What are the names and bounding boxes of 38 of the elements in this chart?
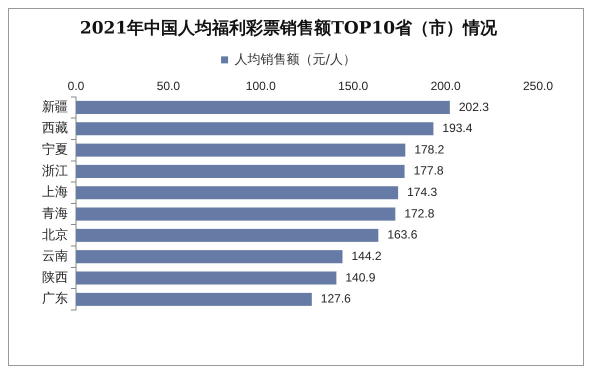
y-tick-label: 浙江 xyxy=(42,164,68,179)
x-tick-label: 100.0 xyxy=(246,78,276,93)
bar xyxy=(76,271,336,285)
x-tick-label: 50.0 xyxy=(156,78,180,93)
data-label: 193.4 xyxy=(442,121,473,136)
legend-label: 人均销售额（元/人） xyxy=(234,52,356,68)
bar xyxy=(76,144,406,157)
data-label: 172.8 xyxy=(404,206,435,220)
data-label: 140.9 xyxy=(345,270,376,284)
bar xyxy=(76,186,398,200)
y-tick-label: 青海 xyxy=(42,206,68,222)
x-tick-label: 150.0 xyxy=(338,78,369,93)
y-tick-label: 西藏 xyxy=(42,121,68,136)
chart-title: 2021年中国人均福利彩票销售额TOP10省（市）情况 xyxy=(80,18,498,39)
data-label: 144.2 xyxy=(351,249,382,264)
y-tick-label: 上海 xyxy=(42,185,68,200)
x-tick-label: 200.0 xyxy=(430,78,461,93)
y-tick-label: 北京 xyxy=(42,228,68,243)
y-tick-label: 陕西 xyxy=(42,270,68,286)
y-tick-label: 云南 xyxy=(42,249,68,264)
data-label: 127.6 xyxy=(320,292,352,306)
bar xyxy=(76,208,396,221)
data-label: 202.3 xyxy=(458,100,490,114)
bar xyxy=(76,164,405,178)
bar xyxy=(76,250,342,264)
bar xyxy=(76,100,450,114)
y-tick-label: 新疆 xyxy=(42,100,68,115)
y-tick-label: 宁夏 xyxy=(42,141,68,158)
bar xyxy=(76,292,312,306)
bar xyxy=(76,228,378,242)
x-tick-label: 250.0 xyxy=(522,78,554,93)
data-label: 174.3 xyxy=(407,185,438,200)
y-tick-label: 广东 xyxy=(42,292,68,307)
x-tick-label: 0.0 xyxy=(68,78,85,93)
data-label: 177.8 xyxy=(414,164,444,178)
bar xyxy=(76,122,434,136)
data-label: 163.6 xyxy=(387,228,418,242)
data-label: 178.2 xyxy=(414,142,445,156)
